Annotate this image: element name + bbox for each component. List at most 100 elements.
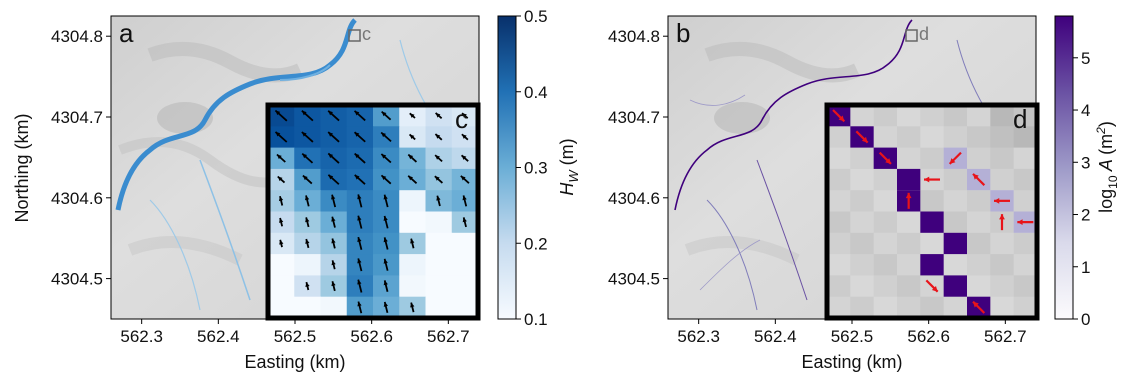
inset-c-arrowhead	[383, 301, 388, 307]
inset-d-cell	[873, 105, 898, 127]
panel-a-y-label: Northing (km)	[12, 113, 32, 222]
inset-d-cell	[827, 168, 851, 191]
inset-d-cell	[827, 275, 851, 298]
inset-d-cell	[827, 147, 851, 170]
inset-c: c	[265, 102, 481, 321]
inset-c-cell	[268, 254, 295, 276]
inset-d-cell	[920, 147, 945, 170]
colorbar-tick-label: 0.3	[524, 159, 548, 178]
inset-d-cell	[967, 232, 991, 255]
inset-d-cell	[873, 232, 898, 255]
inset-c-arrowhead	[383, 280, 388, 286]
colorbar-a: 0.1 0.2 0.3 0.4 0.5 HW (m)	[497, 7, 581, 329]
y-tick-label: 4304.7	[51, 108, 103, 127]
colorbar-a-ticks: 0.1 0.2 0.3 0.4 0.5	[516, 7, 548, 329]
x-tick-label: 562.5	[274, 327, 317, 346]
inset-c-arrowhead	[275, 110, 281, 116]
inset-c-arrowhead	[357, 215, 362, 221]
inset-d-cell	[897, 126, 921, 149]
inset-c-arrowhead	[460, 175, 466, 181]
inset-c-arrowhead	[328, 132, 334, 137]
panel-b-letter: b	[676, 18, 690, 48]
inset-d-cell	[827, 126, 851, 149]
inset-c-arrowhead	[383, 237, 388, 243]
inset-c-cell	[451, 232, 479, 255]
inset-c-arrowhead	[357, 237, 362, 243]
inset-d-cell	[943, 168, 968, 191]
inset-d-arrowhead	[931, 285, 938, 292]
inset-d-cell	[827, 254, 851, 276]
x-tick-label: 562.7	[984, 327, 1027, 346]
inset-c-cell	[399, 190, 426, 212]
inset-c-cell	[294, 296, 321, 319]
colorbar-tick-label: 4	[1081, 101, 1090, 120]
inset-d-cell	[967, 254, 991, 276]
inset-d: d	[824, 102, 1040, 321]
inset-d-cell	[850, 275, 875, 298]
inset-d-arrowhead	[885, 158, 891, 164]
inset-d-cell	[873, 211, 898, 234]
inset-d-cell	[873, 168, 898, 191]
inset-c-arrowhead	[279, 217, 284, 223]
inset-d-channel-cell	[897, 168, 921, 191]
panel-b: d b d 562.3 562.4 562.5 562.6 562.7 4304.543…	[608, 15, 1040, 372]
inset-d-cell	[1013, 147, 1038, 170]
inset-c-arrowhead	[354, 174, 360, 180]
inset-d-channel-cell	[920, 254, 944, 276]
panel-a-x-axis: 562.3 562.4 562.5 562.6 562.7	[120, 319, 470, 346]
inset-d-arrows	[832, 109, 1034, 314]
inset-d-cell	[920, 105, 945, 127]
x-tick-label: 562.6	[907, 327, 950, 346]
inset-c-arrowhead	[279, 239, 284, 245]
inset-d-channel-cell	[943, 232, 967, 255]
inset-d-cell	[920, 190, 945, 212]
x-tick-label: 562.3	[120, 327, 163, 346]
inset-d-cell	[943, 190, 968, 212]
colorbar-b-ticks: 0 1 2 3 4 5	[1073, 49, 1090, 329]
inset-d-cell	[897, 232, 921, 255]
inset-d-cell	[967, 211, 991, 234]
inset-d-cell	[850, 254, 875, 276]
inset-d-cell	[850, 296, 875, 319]
inset-d-cell	[943, 105, 968, 127]
inset-d-cell	[873, 275, 898, 298]
inset-d-cell	[967, 126, 991, 149]
inset-d-cell	[967, 147, 991, 170]
inset-c-arrowhead	[435, 134, 441, 139]
inset-c-arrowhead	[357, 279, 362, 285]
inset-d-arrowhead	[994, 197, 1000, 204]
inset-c-arrowhead	[357, 301, 362, 307]
inset-c-arrowhead	[461, 155, 467, 160]
inset-c-arrowhead	[354, 110, 360, 116]
inset-d-cell	[990, 232, 1015, 255]
inset-d-cell	[990, 147, 1015, 170]
inset-d-cell	[1013, 105, 1038, 127]
panel-a-zoom-box	[348, 29, 361, 42]
inset-c-arrowhead	[354, 132, 360, 137]
panel-a-zoom-box-label: c	[362, 24, 371, 44]
inset-c-arrowhead	[462, 195, 467, 201]
inset-d-cell	[1013, 254, 1038, 276]
inset-c-arrowhead	[434, 176, 440, 181]
inset-c-arrowhead	[383, 194, 388, 200]
inset-d-cell	[943, 211, 968, 234]
colorbar-tick-label: 0.4	[524, 83, 548, 102]
inset-c-arrowhead	[305, 217, 310, 223]
inset-d-arrowhead	[949, 158, 956, 164]
inset-d-cell	[967, 275, 991, 298]
inset-d-cell	[850, 232, 875, 255]
inset-c-arrowhead	[278, 196, 284, 202]
inset-c-cell	[425, 232, 453, 255]
inset-d-cell	[1013, 168, 1038, 191]
inset-c-arrowhead	[354, 153, 360, 159]
inset-d-cell	[1013, 275, 1038, 298]
y-tick-label: 4304.6	[608, 189, 660, 208]
inset-d-arrowhead	[924, 176, 930, 183]
inset-c-cell	[451, 275, 479, 298]
inset-c-arrowhead	[305, 282, 310, 288]
inset-c-arrowhead	[462, 217, 467, 223]
inset-c-cell	[320, 296, 348, 319]
inset-d-cell	[873, 254, 898, 276]
inset-d-arrowhead	[905, 192, 912, 199]
inset-d-cell	[943, 126, 968, 149]
